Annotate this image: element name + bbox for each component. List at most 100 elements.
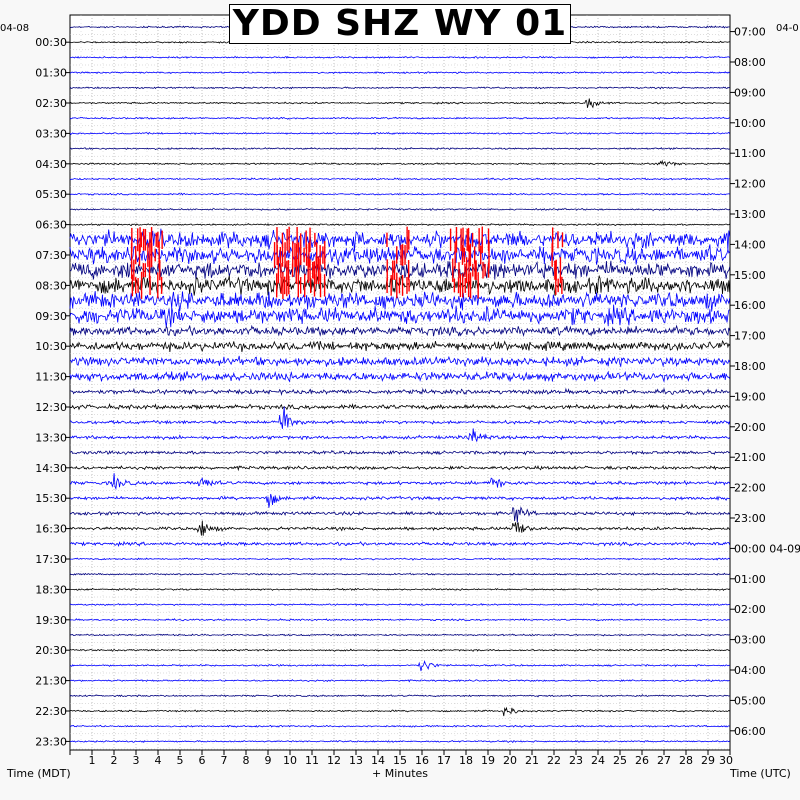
left-tick-label: 05:30 [35,188,67,201]
seismogram-trace [69,355,731,368]
seismogram-trace [69,387,730,396]
seismogram-trace [69,557,730,561]
seismogram-trace [69,71,730,75]
seismogram-trace [69,520,731,536]
seismogram-trace [69,449,730,456]
left-tick-label: 11:30 [35,371,67,384]
right-tick-label: 20:00 [734,421,766,434]
seismogram-trace [69,660,730,672]
right-tick-label: 04:00 [734,664,766,677]
left-tick-label: 02:30 [35,97,67,110]
right-tick-label: 00:00 04-09 [734,542,800,555]
right-tick-label: 19:00 [734,390,766,403]
left-tick-label: 03:30 [35,127,67,140]
left-tick-label: 20:30 [35,644,67,657]
x-tick-label: 27 [657,754,671,767]
seismogram-trace [69,370,731,383]
seismogram-trace [69,147,730,151]
left-tick-label: 08:30 [35,279,67,292]
left-tick-label: 07:30 [35,249,67,262]
x-tick-label: 30 [719,754,733,767]
grid-lines [70,15,730,750]
right-tick-label: 01:00 [734,573,766,586]
seismogram-trace [69,406,731,429]
seismogram-trace [69,506,731,523]
right-tick-label: 14:00 [734,238,766,251]
x-tick-label: 29 [701,754,715,767]
left-tick-label: 13:30 [35,431,67,444]
right-axis-label: Time (UTC) [729,767,791,780]
right-tick-label: 23:00 [734,512,766,525]
seismogram-trace [69,304,730,328]
seismogram-trace [69,98,730,109]
right-tick-label: 03:00 [734,634,766,647]
right-tick-label: 15:00 [734,269,766,282]
seismogram-trace [69,159,730,167]
x-tick-label: 22 [547,754,561,767]
seismogram-trace [70,223,730,227]
x-tick-label: 10 [283,754,297,767]
x-tick-label: 9 [265,754,272,767]
seismogram-trace [69,291,731,312]
seismogram-trace [69,740,730,744]
right-tick-label: 10:00 [734,117,766,130]
seismogram-trace [69,706,730,717]
x-tick-label: 13 [349,754,363,767]
right-tick-label: 07:00 [734,26,766,39]
seismogram-trace [70,55,730,59]
right-tick-label: 05:00 [734,694,766,707]
seismogram-trace [69,572,730,576]
seismogram-traces [69,25,731,744]
seismogram-trace [69,648,730,652]
x-tick-label: 17 [437,754,451,767]
seismogram-trace [69,207,730,212]
x-tick-label: 5 [177,754,184,767]
axes: 1 2 3 4 5 6 7 8 9 10 11 12 13 14 15 16 17 18 19 20 21 22 23 24 2… [35,26,800,767]
right-tick-label: 09:00 [734,86,766,99]
seismogram-trace [70,724,730,728]
right-tick-label: 18:00 [734,360,766,373]
left-tick-label: 19:30 [35,614,67,627]
seismogram-trace [69,493,730,508]
right-tick-label: 13:00 [734,208,766,221]
x-tick-label: 19 [481,754,495,767]
x-tick-label: 11 [305,754,319,767]
left-tick-label: 00:30 [35,36,67,49]
x-tick-label: 2 [111,754,118,767]
x-tick-label: 20 [503,754,517,767]
right-tick-label: 12:00 [734,178,766,191]
left-tick-label: 10:30 [35,340,67,353]
left-tick-label: 09:30 [35,310,67,323]
left-tick-label: 12:30 [35,401,67,414]
left-tick-label: 14:30 [35,462,67,475]
seismogram-trace [69,260,731,280]
chart-title: YDD SHZ WY 01 [229,4,571,44]
seismogram-trace [69,694,730,698]
seismogram-trace [70,540,731,547]
seismogram-trace [69,86,730,90]
left-tick-label: 06:30 [35,219,67,232]
x-tick-label: 6 [199,754,206,767]
x-axis-label: + Minutes [372,767,428,780]
seismogram-trace [69,402,730,411]
x-tick-label: 28 [679,754,693,767]
left-tick-label: 17:30 [35,553,67,566]
right-tick-label: 08:00 [734,56,766,69]
left-tick-label: 22:30 [35,705,67,718]
x-tick-label: 24 [591,754,605,767]
x-tick-label: 3 [133,754,140,767]
seismogram-trace [69,633,730,637]
right-tick-label: 06:00 [734,725,766,738]
seismogram-trace [69,177,730,181]
right-tick-label: 17:00 [734,330,766,343]
x-tick-label: 21 [525,754,539,767]
x-tick-label: 16 [415,754,429,767]
seismogram-trace [69,679,730,683]
x-tick-label: 23 [569,754,583,767]
left-axis-label: Time (MDT) [6,767,71,780]
seismogram-trace [69,602,730,607]
x-tick-label: 1 [89,754,96,767]
seismogram-trace [69,324,731,337]
seismogram-trace [69,428,731,443]
